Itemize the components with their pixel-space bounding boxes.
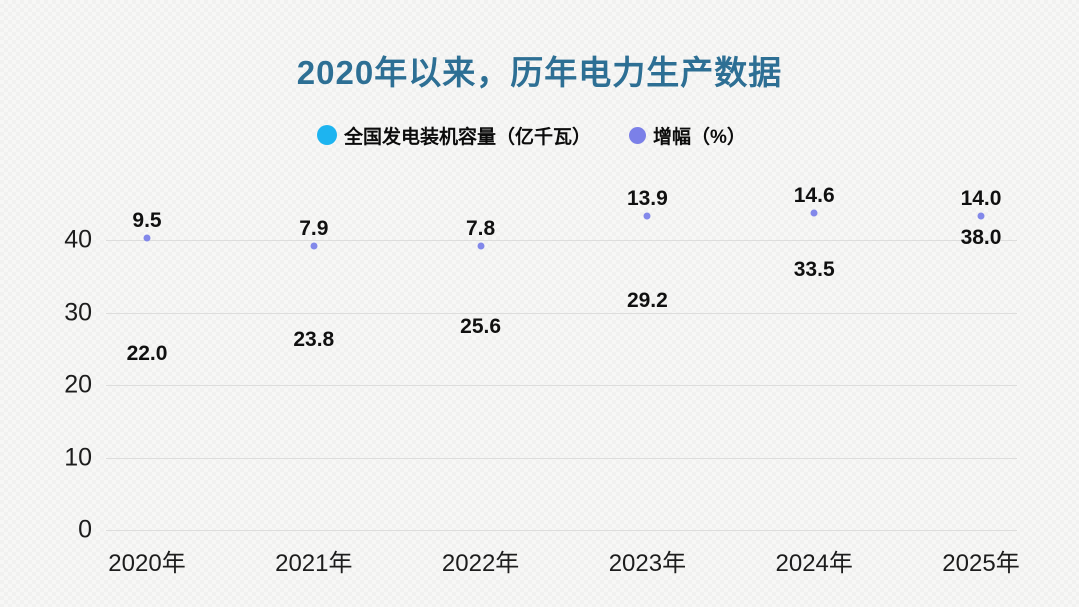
legend-item-growth[interactable]: 增幅（%） bbox=[629, 123, 746, 148]
data-point-label: 7.9 bbox=[299, 216, 329, 240]
x-axis-category-label: 2025年 bbox=[942, 550, 1020, 577]
x-axis-category-label: 2023年 bbox=[608, 550, 687, 577]
legend-label-capacity: 全国发电装机容量（亿千瓦） bbox=[344, 126, 592, 148]
data-point-dot bbox=[977, 212, 985, 220]
gridline bbox=[106, 457, 1017, 459]
y-axis-tick-label: 30 bbox=[64, 298, 92, 327]
y-axis-tick-label: 40 bbox=[64, 225, 92, 254]
data-point-label: 9.5 bbox=[132, 209, 162, 233]
data-point-label: 14.0 bbox=[960, 187, 1002, 210]
capacity-legend-dot-icon bbox=[317, 125, 337, 145]
x-axis-category-label: 2020年 bbox=[108, 550, 186, 577]
data-point-label: 22.0 bbox=[126, 341, 168, 365]
data-point-label: 7.8 bbox=[465, 217, 496, 241]
growth-legend-dot-icon bbox=[629, 126, 646, 144]
chart-title: 2020年以来，历年电力生产数据 bbox=[296, 54, 783, 91]
data-point-label: 29.2 bbox=[626, 289, 668, 313]
data-point-label: 33.5 bbox=[793, 258, 835, 282]
gridline bbox=[106, 312, 1017, 314]
data-point-dot bbox=[643, 212, 651, 220]
gridline bbox=[106, 530, 1017, 531]
legend-item-capacity[interactable]: 全国发电装机容量（亿千瓦） bbox=[317, 123, 592, 148]
data-point-label: 25.6 bbox=[460, 315, 502, 339]
y-axis-tick-label: 0 bbox=[78, 515, 92, 544]
x-axis-category-label: 2022年 bbox=[441, 550, 520, 577]
data-point-label: 13.9 bbox=[626, 187, 668, 211]
data-point-dot bbox=[143, 234, 151, 242]
gridline bbox=[106, 385, 1017, 386]
y-axis-tick-label: 20 bbox=[64, 370, 92, 399]
data-point-label: 38.0 bbox=[960, 225, 1002, 249]
data-point-label: 14.6 bbox=[793, 184, 835, 208]
gridline bbox=[106, 240, 1017, 242]
x-axis-category-label: 2024年 bbox=[775, 550, 853, 577]
legend-label-growth: 增幅（%） bbox=[653, 126, 746, 148]
data-point-dot bbox=[477, 242, 485, 250]
x-axis-category-label: 2021年 bbox=[275, 550, 353, 577]
y-axis-tick-label: 10 bbox=[64, 443, 92, 471]
data-point-label: 23.8 bbox=[293, 328, 335, 352]
data-point-dot bbox=[810, 209, 818, 217]
data-point-dot bbox=[310, 242, 318, 250]
